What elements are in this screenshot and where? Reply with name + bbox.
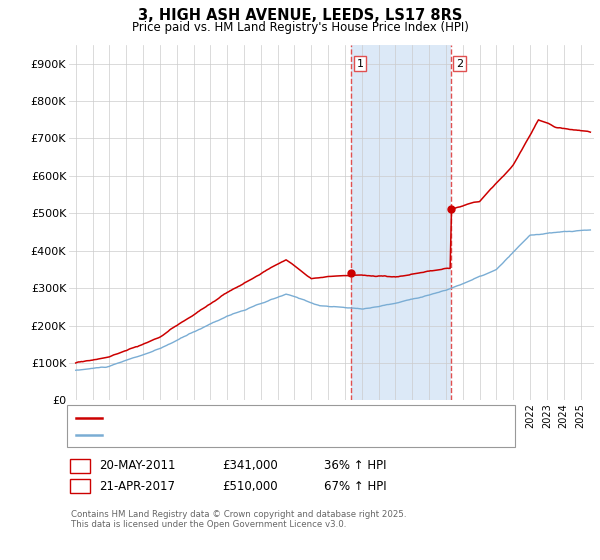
Text: Price paid vs. HM Land Registry's House Price Index (HPI): Price paid vs. HM Land Registry's House … <box>131 21 469 34</box>
Text: £510,000: £510,000 <box>222 479 278 493</box>
Bar <box>352 45 451 400</box>
Text: 1: 1 <box>76 461 83 471</box>
Text: 2: 2 <box>456 58 463 68</box>
Text: 3, HIGH ASH AVENUE, LEEDS, LS17 8RS: 3, HIGH ASH AVENUE, LEEDS, LS17 8RS <box>138 8 462 24</box>
Text: 67% ↑ HPI: 67% ↑ HPI <box>324 479 386 493</box>
Text: HPI: Average price, detached house, Leeds: HPI: Average price, detached house, Leed… <box>108 430 343 440</box>
Text: Contains HM Land Registry data © Crown copyright and database right 2025.
This d: Contains HM Land Registry data © Crown c… <box>71 510 406 529</box>
Text: 20-MAY-2011: 20-MAY-2011 <box>99 459 176 473</box>
Text: 36% ↑ HPI: 36% ↑ HPI <box>324 459 386 473</box>
Text: 3, HIGH ASH AVENUE, LEEDS, LS17 8RS (detached house): 3, HIGH ASH AVENUE, LEEDS, LS17 8RS (det… <box>108 413 425 423</box>
Text: 21-APR-2017: 21-APR-2017 <box>99 479 175 493</box>
Text: 1: 1 <box>356 58 364 68</box>
Text: £341,000: £341,000 <box>222 459 278 473</box>
Text: 2: 2 <box>76 481 83 491</box>
